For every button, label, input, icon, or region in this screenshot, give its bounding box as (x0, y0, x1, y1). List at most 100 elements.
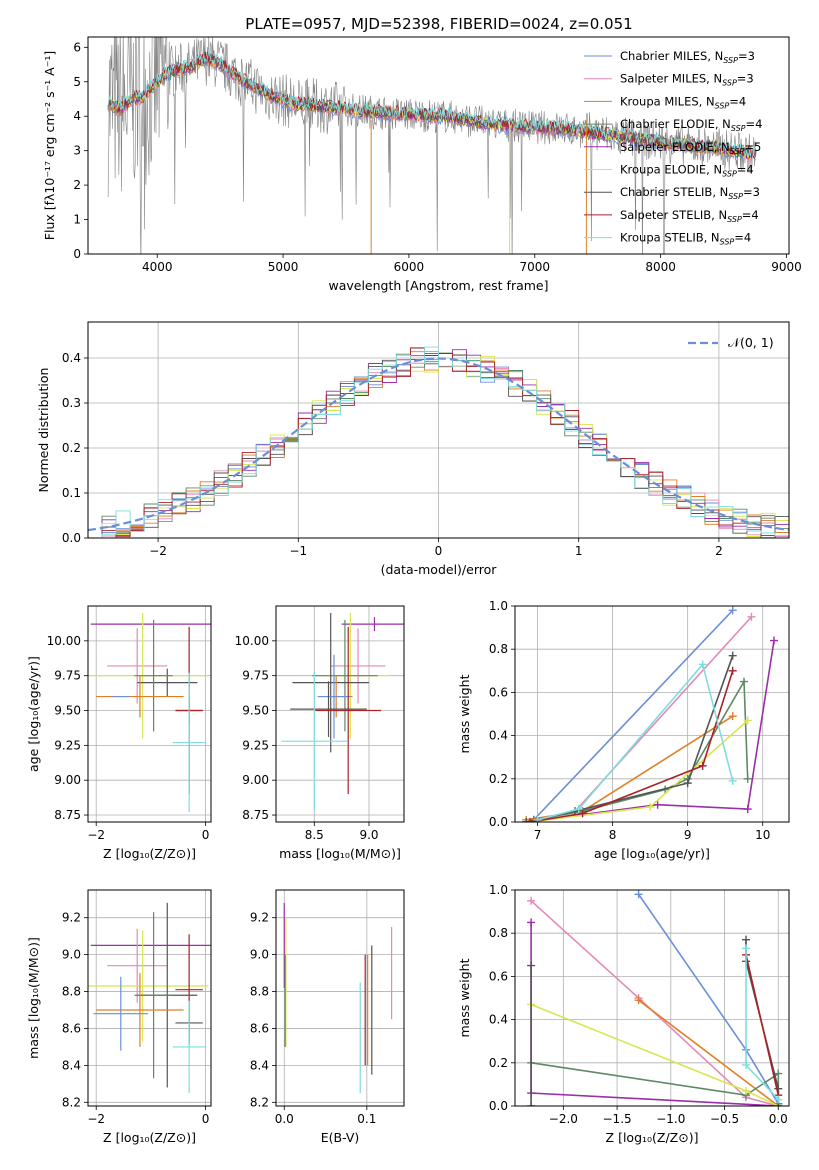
y-tick-label: 8.6 (250, 1021, 269, 1035)
x-tick-label: 7000 (520, 260, 551, 274)
x-axis-label: age [log₁₀(age/yr)] (594, 846, 710, 861)
mass-weight-marker (742, 944, 751, 953)
x-tick-label: 7 (534, 828, 542, 842)
x-tick-label: 2 (715, 544, 723, 558)
x-tick-label: 0.0 (275, 1112, 294, 1126)
plot-area (88, 346, 789, 538)
y-tick-label: 10.00 (47, 634, 81, 648)
y-tick-label: 8.75 (54, 808, 81, 822)
axes-frame (87, 36, 790, 255)
mass-weight-marker (769, 636, 778, 645)
y-tick-label: 9.25 (54, 738, 81, 752)
mass-weight-line (526, 640, 775, 822)
mass-weight-line (529, 616, 753, 822)
y-tick-label: 0.4 (489, 1013, 508, 1027)
x-tick-label: −2 (87, 1112, 105, 1126)
mass-weight-marker (527, 896, 536, 905)
mass-weight-marker (527, 918, 536, 927)
mass-weight-marker (527, 1102, 536, 1106)
y-tick-label: 9.75 (54, 669, 81, 683)
mass-weight-line (526, 715, 734, 821)
x-axis-label: Z [log₁₀(Z/Z⊙)] (103, 1130, 196, 1145)
plot-area (283, 902, 393, 1094)
x-axis-label: Z [log₁₀(Z/Z⊙)] (606, 1130, 699, 1145)
mass-weight-line (529, 670, 734, 822)
legend-label: 𝒩(0, 1) (728, 335, 774, 350)
axes-frame (87, 605, 212, 823)
mass-weight-marker (728, 712, 737, 721)
x-tick-label: −2 (87, 828, 105, 842)
massweight-vs-metallicity-panel: −2.0 −1.5 −1.0 −0.5 0.0 0.0 0.2 0.4 0.6 0.8 1.0 Z [… (457, 883, 790, 1145)
spectrum-panel: 4000 5000 6000 7000 8000 9000 0 1 2 3 4 5 6 wavelengt… (42, 36, 802, 293)
mass-weight-marker (634, 890, 643, 899)
y-tick-label: 0.4 (62, 351, 81, 365)
x-tick-label: 9000 (771, 260, 802, 274)
mass-weight-marker (774, 1069, 783, 1078)
histogram-step (88, 346, 789, 538)
plot-area (281, 612, 404, 811)
y-tick-label: 0.0 (489, 1099, 508, 1113)
mass-weight-marker (683, 779, 692, 788)
y-tick-label: 5 (73, 75, 81, 89)
legend-label: Chabrier STELIB, NSSP=3 (620, 185, 760, 201)
y-tick-label: 9.2 (250, 911, 269, 925)
mass-weight-marker (747, 612, 756, 621)
y-tick-label: 9.75 (242, 669, 269, 683)
figure-title: PLATE=0957, MJD=52398, FIBERID=0024, z=0… (245, 15, 632, 33)
x-tick-label: 9 (684, 828, 692, 842)
mass-weight-marker (742, 935, 751, 944)
y-tick-label: 10.00 (235, 634, 269, 648)
x-tick-label: 4000 (142, 260, 173, 274)
x-tick-label: −1.0 (656, 1112, 685, 1126)
y-tick-label: 0.2 (62, 441, 81, 455)
x-tick-label: 0.1 (357, 1112, 376, 1126)
y-tick-label: 0.8 (489, 642, 508, 656)
mass-weight-marker (634, 996, 643, 1005)
y-tick-label: 9.2 (62, 911, 81, 925)
y-axis-label: mass weight (457, 674, 472, 753)
x-tick-label: −1 (289, 544, 307, 558)
y-tick-label: 0.6 (489, 969, 508, 983)
mass-weight-marker (698, 761, 707, 770)
legend-label: Kroupa STELIB, NSSP=4 (620, 231, 751, 247)
legend-label: Chabrier ELODIE, NSSP=4 (620, 117, 762, 133)
age-vs-mass-panel: 8.5 9.0 8.75 9.00 9.25 9.50 9.75 10.00 mass [log… (235, 605, 405, 861)
y-tick-label: 9.50 (54, 704, 81, 718)
mass-weight-marker (739, 677, 748, 686)
mass-weight-line (530, 900, 779, 1106)
x-tick-label: 10 (755, 828, 770, 842)
mass-weight-marker (742, 1086, 751, 1095)
mass-vs-ebv-panel: 0.0 0.1 8.2 8.4 8.6 8.8 9.0 9.2 E(B-V) (250, 889, 405, 1145)
residuals-panel: −2 −1 0 1 2 0.0 0.1 0.2 0.3 0.4 (data-model)/error… (36, 321, 790, 577)
y-axis-label: age [log₁₀(age/yr)] (26, 656, 41, 772)
mass-weight-marker (743, 805, 752, 814)
mass-weight-marker (728, 606, 737, 615)
x-tick-label: −0.5 (710, 1112, 739, 1126)
x-axis-label: wavelength [Angstrom, rest frame] (328, 278, 548, 293)
mass-weight-line (533, 609, 734, 821)
x-tick-label: 8000 (645, 260, 676, 274)
y-tick-label: 0.3 (62, 396, 81, 410)
y-tick-label: 1 (73, 213, 81, 227)
y-tick-label: 8.2 (62, 1095, 81, 1109)
data-spectrum (107, 37, 757, 254)
mass-weight-marker (653, 800, 662, 809)
plot-area (522, 606, 778, 822)
axes-frame (87, 889, 212, 1107)
x-tick-label: −2.0 (549, 1112, 578, 1126)
mass-vs-metallicity-panel: −2 0 8.2 8.4 8.6 8.8 9.0 9.2 Z [log₁₀(Z/Z⊙)] mass… (26, 889, 212, 1145)
legend-label: Kroupa ELODIE, NSSP=4 (620, 163, 754, 179)
x-tick-label: 6000 (394, 260, 425, 274)
axes-frame (514, 605, 790, 823)
massweight-vs-age-panel: 7 8 9 10 0.0 0.2 0.4 0.6 0.8 1.0 age [log₁₀(age/yr… (457, 599, 790, 861)
legend-label: Kroupa MILES, NSSP=4 (620, 94, 746, 110)
y-tick-label: 9.00 (242, 773, 269, 787)
y-tick-label: 0.0 (62, 531, 81, 545)
x-tick-label: 0 (435, 544, 443, 558)
legend-label: Chabrier MILES, NSSP=3 (620, 49, 755, 65)
y-axis-label: Normed distribution (36, 368, 51, 493)
x-axis-label: Z [log₁₀(Z/Z⊙)] (103, 846, 196, 861)
mass-weight-marker (728, 666, 737, 675)
mass-weight-line (526, 655, 734, 822)
y-tick-label: 0.4 (489, 729, 508, 743)
